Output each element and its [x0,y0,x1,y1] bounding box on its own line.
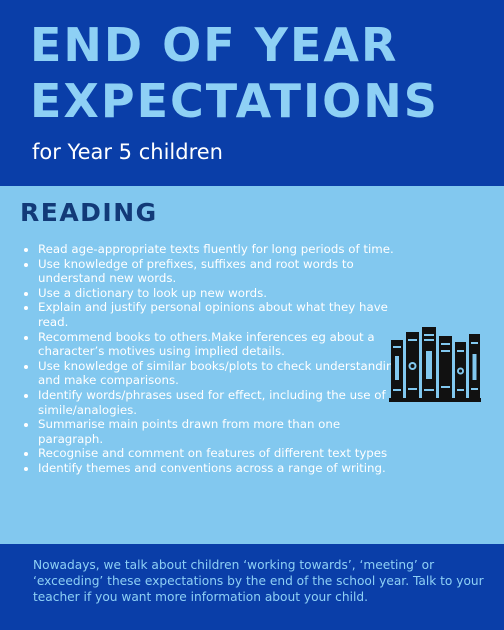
page-subtitle: for Year 5 children [32,140,223,164]
list-item: Explain and justify personal opinions ab… [38,300,403,329]
expectations-list: Read age-appropriate texts fluently for … [22,242,403,476]
list-item: Read age-appropriate texts fluently for … [38,242,403,257]
page-title-line-1: END OF YEAR [30,18,399,72]
section-heading: READING [20,198,158,227]
list-item: Use knowledge of prefixes, suffixes and … [38,257,403,286]
reading-section: READING Read age-appropriate texts fluen… [0,186,504,544]
list-item: Identify themes and conventions across a… [38,461,403,476]
books-on-shelf-icon [389,327,481,402]
header: END OF YEAR EXPECTATIONS for Year 5 chil… [0,0,504,186]
list-item: Use knowledge of similar books/plots to … [38,359,403,388]
footer: Nowadays, we talk about children ‘workin… [0,544,504,630]
list-item: Identify words/phrases used for effect, … [38,388,403,417]
page-title-line-2: EXPECTATIONS [30,74,439,128]
list-item: Recommend books to others.Make inference… [38,330,403,359]
list-item: Recognise and comment on features of dif… [38,446,403,461]
list-item: Summarise main points drawn from more th… [38,417,403,446]
list-item: Use a dictionary to look up new words. [38,286,403,301]
footer-note: Nowadays, we talk about children ‘workin… [33,558,484,604]
